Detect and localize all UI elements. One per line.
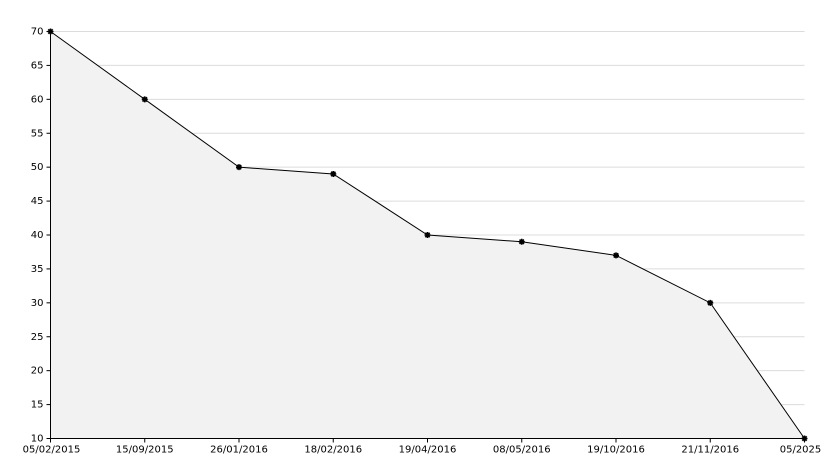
x-tick-label: 15/09/2015 [116,445,174,456]
x-tick-label: 05/2025 [780,445,822,456]
marker [424,232,431,238]
y-tick-label: 10 [31,434,44,445]
marker [141,96,148,103]
y-tick-label: 50 [31,162,44,173]
marker [613,252,619,259]
y-tick-label: 35 [31,264,44,275]
marker [518,238,525,245]
y-tick-label: 55 [31,128,44,139]
x-tick-label: 05/02/2015 [23,445,81,456]
y-tick-label: 65 [31,60,44,71]
y-tick-label: 15 [31,400,44,411]
x-tick-label: 08/05/2016 [493,445,551,456]
y-tick-label: 25 [31,332,44,343]
y-tick-label: 60 [31,94,44,105]
marker [707,299,714,306]
x-tick-label: 18/02/2016 [304,445,362,456]
y-tick-label: 70 [31,27,44,38]
y-tick-label: 40 [31,230,44,241]
y-tick-label: 30 [31,298,44,309]
marker [330,170,337,177]
x-tick-label: 26/01/2016 [210,445,268,456]
x-tick-label: 21/11/2016 [681,445,739,456]
x-tick-label: 19/04/2016 [399,445,457,456]
x-tick-label: 19/10/2016 [587,445,645,456]
y-tick-label: 20 [31,366,44,377]
y-tick-label: 45 [31,196,44,207]
marker [236,164,242,171]
